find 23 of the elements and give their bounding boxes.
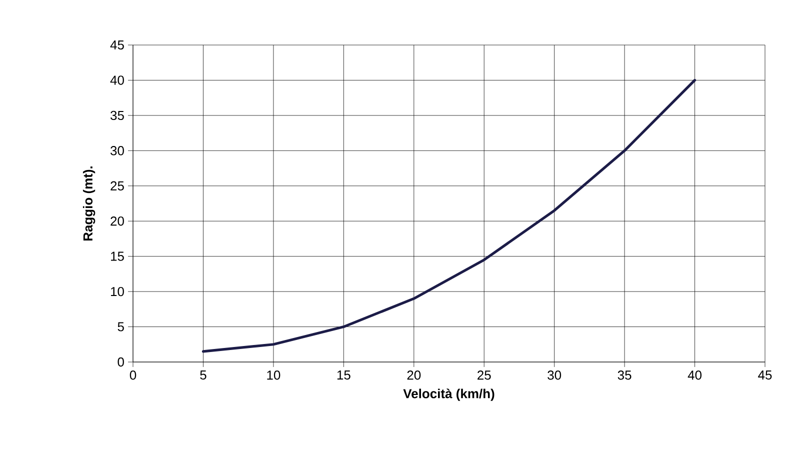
x-tick-label: 0 (130, 370, 136, 380)
y-tick-label: 35 (110, 110, 124, 120)
y-tick-label: 10 (111, 286, 124, 296)
x-tick-label: 35 (618, 370, 632, 380)
x-axis-title: Velocità (km/h) (403, 388, 494, 401)
x-tick-label: 45 (758, 370, 772, 380)
x-tick-label: 15 (337, 370, 350, 380)
x-tick-label: 40 (688, 370, 702, 380)
y-tick-label: 30 (110, 146, 124, 156)
line-series (202, 78, 696, 353)
y-tick-label: 5 (118, 322, 124, 332)
y-tick-label: 40 (110, 76, 124, 85)
x-tick-label: 20 (407, 370, 421, 380)
x-tick-label: 25 (478, 370, 491, 380)
x-tick-label: 5 (200, 370, 206, 380)
y-axis-title: Raggio (mt). (82, 166, 96, 241)
y-tick-label: 45 (110, 40, 124, 50)
y-tick-label: 25 (110, 181, 124, 190)
y-tick-label: 20 (110, 216, 124, 226)
x-tick-label: 10 (267, 370, 280, 380)
y-tick-label: 15 (111, 252, 124, 261)
x-tick-label: 30 (548, 370, 562, 380)
y-tick-label: 0 (118, 357, 124, 367)
